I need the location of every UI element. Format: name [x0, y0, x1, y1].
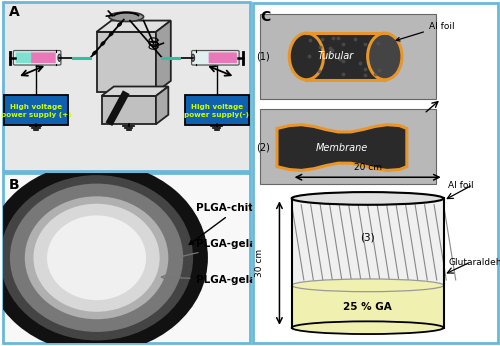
- Polygon shape: [96, 20, 171, 32]
- FancyBboxPatch shape: [2, 173, 250, 343]
- Text: power supply(-): power supply(-): [184, 112, 249, 118]
- Ellipse shape: [25, 196, 169, 319]
- Ellipse shape: [47, 215, 146, 300]
- Polygon shape: [292, 285, 444, 328]
- Text: Al foil: Al foil: [448, 181, 474, 190]
- Text: PLGA-gelatin: PLGA-gelatin: [171, 239, 272, 260]
- Text: (2): (2): [256, 143, 270, 153]
- FancyBboxPatch shape: [16, 52, 32, 63]
- Text: B: B: [8, 178, 20, 192]
- Ellipse shape: [192, 54, 194, 61]
- Text: PLGA-gelatin: PLGA-gelatin: [162, 275, 272, 285]
- Ellipse shape: [58, 54, 61, 61]
- FancyBboxPatch shape: [184, 95, 248, 125]
- Text: 30 cm: 30 cm: [256, 249, 264, 277]
- Text: Tubular: Tubular: [318, 52, 354, 62]
- FancyBboxPatch shape: [2, 2, 250, 171]
- Ellipse shape: [292, 192, 444, 205]
- Text: A: A: [8, 6, 20, 19]
- Text: power supply (+): power supply (+): [0, 112, 71, 118]
- FancyBboxPatch shape: [208, 52, 237, 63]
- Ellipse shape: [289, 33, 324, 80]
- Text: Membrane: Membrane: [316, 143, 368, 153]
- FancyBboxPatch shape: [192, 51, 239, 65]
- Text: Al foil: Al foil: [396, 22, 454, 41]
- Ellipse shape: [0, 175, 193, 340]
- FancyBboxPatch shape: [260, 109, 436, 184]
- FancyBboxPatch shape: [4, 95, 68, 125]
- Text: 20 cm: 20 cm: [354, 163, 382, 172]
- Text: Glutaraldehyde: Glutaraldehyde: [448, 257, 500, 266]
- Polygon shape: [292, 198, 444, 328]
- FancyBboxPatch shape: [102, 96, 156, 124]
- Ellipse shape: [109, 12, 144, 21]
- FancyBboxPatch shape: [96, 32, 156, 92]
- Text: C: C: [260, 10, 270, 24]
- FancyBboxPatch shape: [260, 14, 436, 99]
- Polygon shape: [102, 86, 168, 96]
- Text: High voltage: High voltage: [10, 104, 62, 110]
- Polygon shape: [156, 86, 168, 124]
- Ellipse shape: [292, 321, 444, 334]
- Text: (1): (1): [256, 52, 270, 62]
- Ellipse shape: [0, 162, 208, 346]
- Ellipse shape: [34, 204, 160, 312]
- Text: PLGA-chitosan: PLGA-chitosan: [189, 203, 280, 245]
- Ellipse shape: [368, 33, 402, 80]
- Ellipse shape: [292, 279, 444, 292]
- Text: High voltage: High voltage: [190, 104, 242, 110]
- FancyBboxPatch shape: [31, 52, 56, 63]
- FancyBboxPatch shape: [306, 33, 385, 80]
- Polygon shape: [156, 20, 171, 92]
- FancyBboxPatch shape: [252, 3, 498, 343]
- Text: (3): (3): [360, 233, 375, 243]
- Text: 25 % GA: 25 % GA: [344, 301, 392, 311]
- Polygon shape: [277, 125, 407, 171]
- Ellipse shape: [10, 184, 183, 332]
- FancyBboxPatch shape: [14, 51, 61, 65]
